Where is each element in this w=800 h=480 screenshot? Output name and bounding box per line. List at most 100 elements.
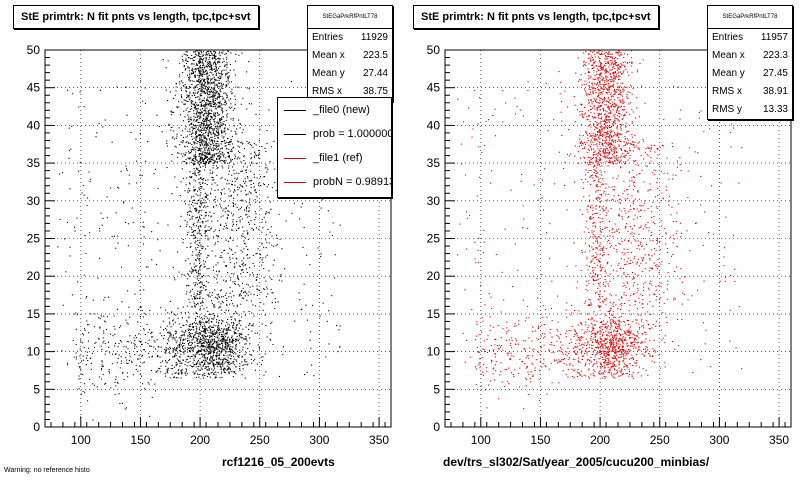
scatter-point xyxy=(183,351,185,353)
scatter-point xyxy=(139,289,141,291)
scatter-point xyxy=(205,230,207,232)
scatter-point xyxy=(156,114,158,116)
scatter-point xyxy=(135,138,137,140)
scatter-point xyxy=(204,163,206,165)
scatter-point xyxy=(191,176,193,178)
scatter-point xyxy=(228,99,230,101)
scatter-point xyxy=(656,178,658,180)
scatter-point xyxy=(211,368,213,370)
scatter-point xyxy=(247,176,249,178)
scatter-point xyxy=(174,353,176,355)
scatter-point xyxy=(151,231,153,233)
scatter-point xyxy=(191,138,193,140)
scatter-point xyxy=(215,130,217,132)
scatter-point xyxy=(608,354,610,356)
scatter-point xyxy=(177,359,179,361)
scatter-point xyxy=(634,214,636,216)
scatter-point xyxy=(195,80,197,82)
scatter-point xyxy=(257,344,259,346)
scatter-point xyxy=(206,142,208,144)
scatter-point xyxy=(181,273,183,275)
scatter-point xyxy=(179,350,181,352)
scatter-point xyxy=(198,369,200,371)
scatter-point xyxy=(226,342,228,344)
scatter-point xyxy=(194,303,196,305)
scatter-point xyxy=(235,327,237,329)
scatter-point xyxy=(597,152,599,154)
scatter-point xyxy=(202,141,204,143)
scatter-point xyxy=(600,105,602,107)
scatter-point xyxy=(607,79,609,81)
scatter-point xyxy=(187,284,189,286)
scatter-point xyxy=(247,257,249,259)
scatter-point xyxy=(209,119,211,121)
scatter-point xyxy=(637,261,639,263)
scatter-point xyxy=(652,240,654,242)
scatter-point xyxy=(82,342,84,344)
scatter-point xyxy=(213,103,215,105)
scatter-point xyxy=(187,101,189,103)
scatter-point xyxy=(71,125,73,127)
scatter-point xyxy=(178,152,180,154)
scatter-point xyxy=(195,112,197,114)
scatter-point xyxy=(574,350,576,352)
scatter-point xyxy=(183,334,185,336)
scatter-point xyxy=(262,227,264,229)
scatter-point xyxy=(229,262,231,264)
scatter-point xyxy=(156,356,158,358)
scatter-point xyxy=(299,299,301,301)
scatter-point xyxy=(141,375,143,377)
scatter-point xyxy=(198,170,200,172)
scatter-point xyxy=(201,142,203,144)
scatter-point xyxy=(102,365,104,367)
scatter-point xyxy=(589,77,591,79)
scatter-point xyxy=(205,230,207,232)
scatter-point xyxy=(121,266,123,268)
scatter-point xyxy=(216,328,218,330)
scatter-point xyxy=(204,156,206,158)
scatter-point xyxy=(223,226,225,228)
scatter-point xyxy=(222,334,224,336)
scatter-point xyxy=(261,218,263,220)
scatter-point xyxy=(214,333,216,335)
scatter-point xyxy=(185,368,187,370)
scatter-point xyxy=(204,182,206,184)
scatter-point xyxy=(211,302,213,304)
scatter-point xyxy=(187,329,189,331)
scatter-point xyxy=(217,167,219,169)
scatter-point xyxy=(184,312,186,314)
scatter-point xyxy=(212,82,214,84)
scatter-point xyxy=(256,196,258,198)
scatter-point xyxy=(235,345,237,347)
scatter-point xyxy=(200,155,202,157)
scatter-point xyxy=(197,172,199,174)
scatter-point xyxy=(627,330,629,332)
scatter-point xyxy=(192,362,194,364)
scatter-point xyxy=(210,149,212,151)
scatter-point xyxy=(186,74,188,76)
scatter-point xyxy=(211,72,213,74)
scatter-point xyxy=(203,84,205,86)
scatter-point xyxy=(234,95,236,97)
scatter-point xyxy=(221,256,223,258)
scatter-point xyxy=(201,197,203,199)
scatter-point xyxy=(241,270,243,272)
scatter-point xyxy=(198,275,200,277)
scatter-point xyxy=(126,169,128,171)
scatter-point xyxy=(87,340,89,342)
scatter-point xyxy=(227,128,229,130)
scatter-point xyxy=(193,87,195,89)
scatter-point xyxy=(258,228,260,230)
scatter-point xyxy=(75,352,77,354)
scatter-point xyxy=(271,235,273,237)
scatter-point xyxy=(200,129,202,131)
scatter-point xyxy=(191,347,193,349)
scatter-point xyxy=(211,183,213,185)
scatter-point xyxy=(192,128,194,130)
scatter-point xyxy=(229,292,231,294)
scatter-point xyxy=(604,120,606,122)
scatter-point xyxy=(217,236,219,238)
scatter-point xyxy=(222,110,224,112)
scatter-point xyxy=(202,302,204,304)
scatter-point xyxy=(215,65,217,67)
